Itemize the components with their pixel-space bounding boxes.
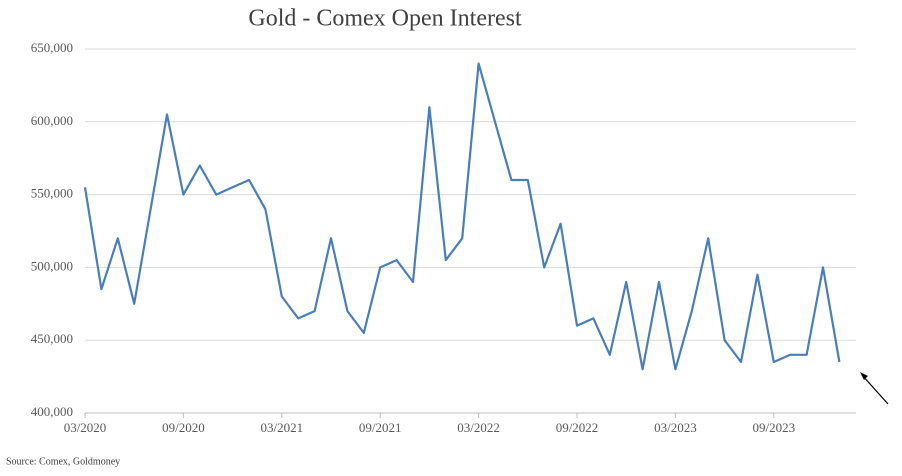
y-tick-label: 500,000	[31, 258, 73, 273]
y-tick-label: 550,000	[31, 186, 73, 201]
x-tick-label: 03/2022	[457, 420, 500, 435]
y-tick-label: 400,000	[31, 404, 73, 419]
y-tick-label: 600,000	[31, 113, 73, 128]
x-tick-label: 09/2020	[162, 420, 205, 435]
x-tick-label: 03/2023	[654, 420, 697, 435]
chart-title: Gold - Comex Open Interest	[248, 6, 522, 32]
y-tick-label: 650,000	[31, 40, 73, 55]
x-tick-label: 03/2020	[64, 420, 107, 435]
x-tick-label: 09/2021	[359, 420, 402, 435]
data-line	[83, 62, 841, 371]
x-tick-label: 03/2021	[260, 420, 303, 435]
y-tick-label: 450,000	[31, 331, 73, 346]
x-tick-label: 09/2023	[752, 420, 795, 435]
arrow-annotation	[860, 372, 889, 405]
x-tick-label: 09/2022	[556, 420, 599, 435]
source-note: Source: Comex, Goldmoney	[6, 456, 120, 467]
